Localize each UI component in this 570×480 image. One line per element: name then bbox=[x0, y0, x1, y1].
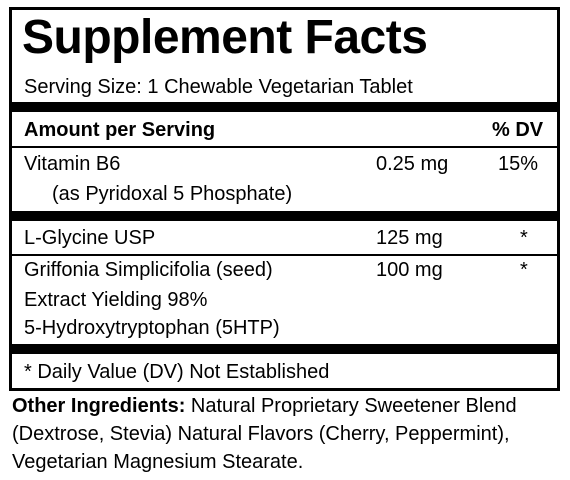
row-l-glycine-amount: 125 mg bbox=[376, 227, 443, 249]
row-griffonia-name: Griffonia Simplicifolia (seed) bbox=[24, 259, 273, 281]
serving-size: Serving Size: 1 Chewable Vegetarian Tabl… bbox=[24, 76, 413, 98]
row-griffonia-dv: * bbox=[520, 259, 528, 281]
divider-header bbox=[12, 146, 557, 148]
other-ingredients-label: Other Ingredients: bbox=[12, 395, 186, 417]
supplement-facts-panel: Supplement Facts Serving Size: 1 Chewabl… bbox=[9, 7, 560, 391]
row-griffonia-sub-1: Extract Yielding 98% bbox=[24, 289, 208, 311]
row-vitamin-b6-sub: (as Pyridoxal 5 Phosphate) bbox=[52, 183, 293, 205]
footnote: * Daily Value (DV) Not Established bbox=[24, 361, 330, 383]
row-l-glycine-dv: * bbox=[520, 227, 528, 249]
panel-title: Supplement Facts bbox=[22, 11, 428, 64]
row-l-glycine-name: L-Glycine USP bbox=[24, 227, 156, 249]
divider-thick-bottom bbox=[12, 344, 557, 354]
divider-thick-middle bbox=[12, 211, 557, 221]
row-griffonia-amount: 100 mg bbox=[376, 259, 443, 281]
other-ingredients-text: Natural Proprietary Sweetener Blend (Dex… bbox=[12, 395, 517, 473]
dv-header: % DV bbox=[492, 119, 544, 141]
divider-row bbox=[12, 254, 557, 256]
row-vitamin-b6-dv: 15% bbox=[498, 153, 539, 175]
row-vitamin-b6-amount: 0.25 mg bbox=[376, 153, 449, 175]
amount-per-serving-header: Amount per Serving bbox=[24, 119, 216, 141]
divider-thick-top bbox=[12, 102, 557, 112]
row-griffonia-sub-2: 5-Hydroxytryptophan (5HTP) bbox=[24, 317, 280, 339]
other-ingredients: Other Ingredients: Natural Proprietary S… bbox=[12, 392, 557, 476]
row-vitamin-b6-name: Vitamin B6 bbox=[24, 153, 121, 175]
